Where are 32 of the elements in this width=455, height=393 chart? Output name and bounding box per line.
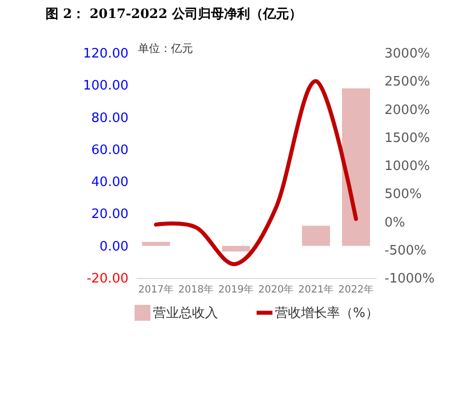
- y-tick-label: 40.00: [91, 175, 128, 190]
- bar: [342, 88, 370, 246]
- y-tick-label: 120.00: [83, 46, 128, 62]
- line-series: [154, 79, 358, 266]
- x-tick-label: 2019年: [218, 284, 254, 296]
- y2-tick-label: 0%: [384, 215, 406, 230]
- y-tick-label: 0.00: [100, 239, 128, 254]
- y2-tick-label: -1000%: [384, 272, 435, 286]
- y2-tick-label: 3000%: [384, 46, 430, 62]
- x-tick-label: 2021年: [298, 284, 334, 296]
- bar: [142, 242, 170, 246]
- y-tick-label: 60.00: [91, 142, 128, 158]
- bar: [222, 246, 250, 252]
- annotation: 单位：亿元: [138, 42, 193, 55]
- bar: [302, 226, 330, 246]
- y2-tick-label: 2000%: [384, 102, 430, 118]
- y-tick-label: -20.00: [86, 272, 128, 286]
- y2-tick-label: 1000%: [384, 159, 430, 174]
- x-tick-label: 2022年: [338, 284, 374, 296]
- y2-tick-label: 1500%: [384, 130, 430, 146]
- x-tick-label: 2020年: [258, 284, 294, 296]
- legend-label: 营收增长率（%）: [275, 304, 378, 321]
- y2-tick-label: 2500%: [384, 74, 430, 90]
- legend-label: 营业总收入: [153, 306, 218, 321]
- y2-tick-label: 500%: [384, 187, 422, 202]
- x-tick-label: 2018年: [178, 284, 214, 296]
- y2-tick-label: -500%: [384, 243, 426, 258]
- y-tick-label: 20.00: [91, 207, 128, 222]
- y-tick-label: 80.00: [91, 110, 128, 126]
- x-tick-label: 2017年: [138, 284, 174, 296]
- y-tick-label: 100.00: [83, 78, 128, 94]
- chart-title: 图 2： 2017-2022 公司归母净利（亿元）: [46, 6, 302, 22]
